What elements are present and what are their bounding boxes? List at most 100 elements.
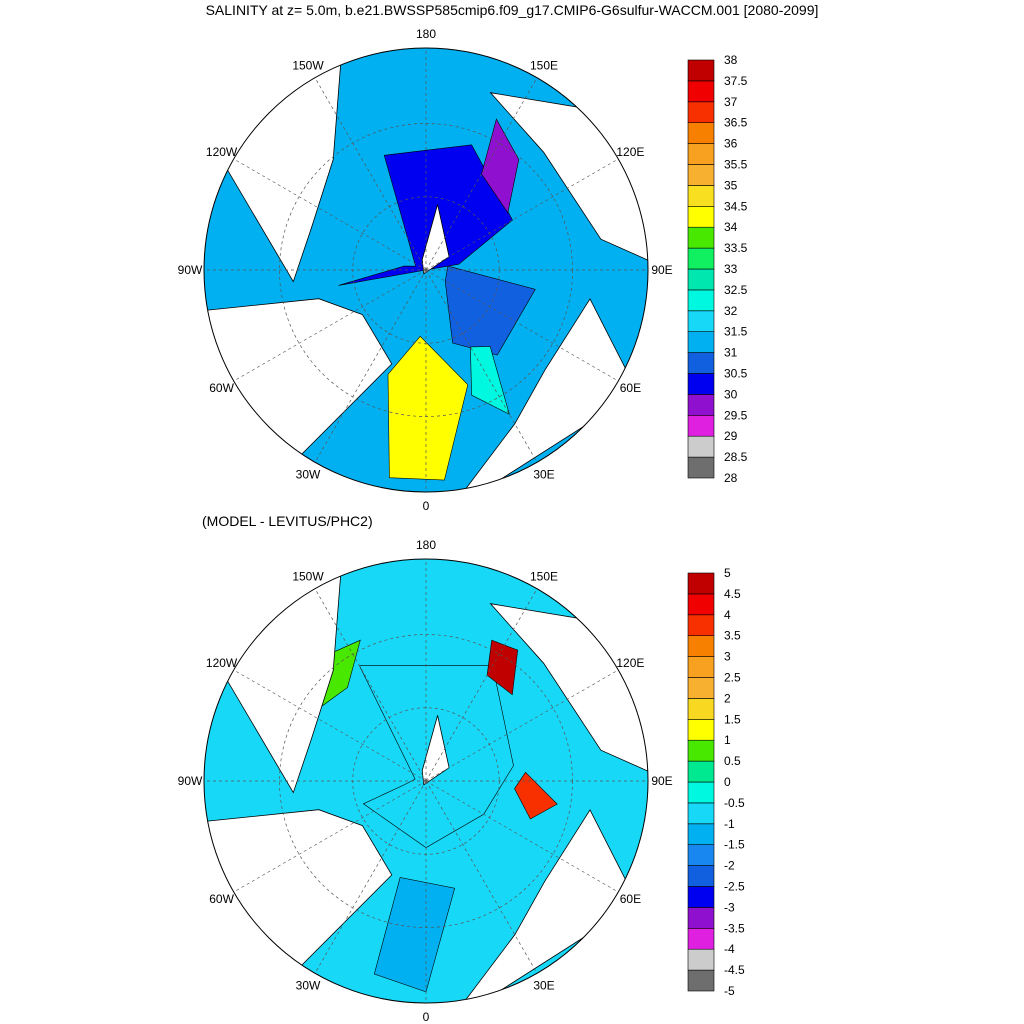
colorbar-swatch	[687, 656, 715, 678]
colorbar-swatch	[687, 226, 715, 249]
colorbar-label: 37.5	[724, 74, 748, 88]
colorbar-swatch	[687, 414, 715, 437]
land-mass	[204, 809, 393, 982]
colorbar-swatch	[687, 886, 715, 908]
longitude-label: 90E	[651, 774, 672, 788]
colorbar: 28 28.5 29 29.5 30 30.5 31 31.5 32 32.5 33 33.5 34 34…	[687, 53, 748, 485]
colorbar-swatch	[687, 907, 715, 929]
colorbar-swatch	[687, 739, 715, 762]
colorbar-label: -5	[724, 984, 735, 998]
salinity-map-panel: Central Arctic (Canada/Beaufort)Eurasian…	[178, 27, 748, 512]
longitude-label: 120W	[206, 145, 238, 159]
colorbar-swatch	[687, 435, 715, 458]
colorbar-swatch	[687, 760, 715, 783]
longitude-label: 150W	[292, 59, 324, 73]
colorbar-swatch	[687, 969, 715, 992]
colorbar-label: 34.5	[724, 199, 748, 213]
colorbar-label: 1	[724, 733, 731, 747]
colorbar-label: 35	[724, 178, 738, 192]
colorbar-label: 3	[724, 650, 731, 664]
region-3: Kara Sea	[514, 771, 558, 820]
colorbar-swatch	[687, 927, 715, 950]
meridian-line	[425, 269, 538, 463]
colorbar-swatch	[687, 572, 715, 595]
longitude-label: 60W	[209, 892, 234, 906]
longitude-label: 150E	[530, 59, 558, 73]
colorbar-swatch	[687, 823, 715, 845]
colorbar-swatch	[687, 289, 715, 312]
colorbar-label: 33.5	[724, 241, 748, 255]
meridian-line	[425, 158, 619, 271]
longitude-label: 120W	[206, 656, 238, 670]
longitude-label: 90W	[178, 774, 203, 788]
colorbar-label: 29	[724, 429, 738, 443]
difference-map-title: (MODEL - LEVITUS/PHC2)	[202, 513, 373, 529]
colorbar-label: 2	[724, 691, 731, 705]
longitude-label: 120E	[616, 145, 644, 159]
meridian-line	[425, 780, 538, 974]
colorbar-label: -2	[724, 859, 735, 873]
colorbar-label: 32.5	[724, 283, 748, 297]
colorbar-label: 31.5	[724, 325, 748, 339]
meridian-line	[314, 77, 427, 271]
longitude-label: 180	[416, 27, 436, 41]
map-field: Central Arctic (Canada/Beaufort)Eurasian…	[204, 48, 648, 492]
land-mass	[204, 298, 393, 471]
map-field: Central ArcticBeaufort SeaLaptev/East Si…	[204, 559, 648, 1003]
region-3: Nordic Seas	[387, 335, 469, 481]
longitude-label: 0	[423, 1010, 430, 1024]
colorbar-label: 0.5	[724, 754, 741, 768]
figure-title: SALINITY at z= 5.0m, b.e21.BWSSP585cmip6…	[205, 2, 819, 18]
colorbar-swatch	[687, 80, 715, 103]
colorbar-label: 33	[724, 262, 738, 276]
colorbar-label: 5	[724, 566, 731, 580]
colorbar-swatch	[687, 844, 715, 866]
colorbar-swatch	[687, 164, 715, 186]
colorbar-label: 30	[724, 387, 738, 401]
colorbar-swatch	[687, 143, 715, 165]
colorbar-swatch	[687, 593, 715, 616]
colorbar-swatch	[687, 948, 715, 971]
colorbar-label: 28	[724, 471, 738, 485]
colorbar-label: 32	[724, 304, 738, 318]
longitude-label: 30W	[296, 978, 321, 992]
colorbar-swatch	[687, 185, 715, 207]
meridian-line	[425, 269, 619, 382]
colorbar-label: 4	[724, 608, 731, 622]
colorbar-label: 29.5	[724, 408, 748, 422]
colorbar-label: 30.5	[724, 367, 748, 381]
meridian-line	[233, 269, 427, 382]
colorbar-swatch	[687, 247, 715, 270]
meridian-line	[425, 77, 538, 271]
meridian-line	[233, 780, 427, 893]
colorbar-swatch	[687, 635, 715, 657]
meridian-line	[425, 669, 619, 782]
colorbar-label: 3.5	[724, 629, 741, 643]
longitude-label: 30E	[533, 978, 554, 992]
colorbar-swatch	[687, 802, 715, 825]
longitude-label: 30E	[533, 467, 554, 481]
colorbar-label: -1.5	[724, 838, 745, 852]
longitude-label: 90E	[651, 263, 672, 277]
longitude-label: 90W	[178, 263, 203, 277]
colorbar-label: 37	[724, 95, 738, 109]
colorbar-label: 35.5	[724, 158, 748, 172]
longitude-label: 180	[416, 538, 436, 552]
longitude-label: 120E	[616, 656, 644, 670]
colorbar-label: 28.5	[724, 450, 748, 464]
region-2: Siberian shelf	[481, 118, 520, 214]
colorbar-swatch	[687, 331, 715, 353]
colorbar-label: 36	[724, 137, 738, 151]
colorbar-swatch	[687, 781, 715, 804]
colorbar-swatch	[687, 865, 715, 887]
colorbar-label: 4.5	[724, 587, 741, 601]
colorbar-swatch	[687, 394, 715, 416]
colorbar-label: 2.5	[724, 671, 741, 685]
colorbar-label: -1	[724, 817, 735, 831]
colorbar-swatch	[687, 719, 715, 741]
colorbar-label: -4.5	[724, 963, 745, 977]
colorbar-label: -3	[724, 900, 735, 914]
longitude-label: 60E	[620, 381, 641, 395]
colorbar-label: 1.5	[724, 712, 741, 726]
meridian-line	[233, 669, 427, 782]
